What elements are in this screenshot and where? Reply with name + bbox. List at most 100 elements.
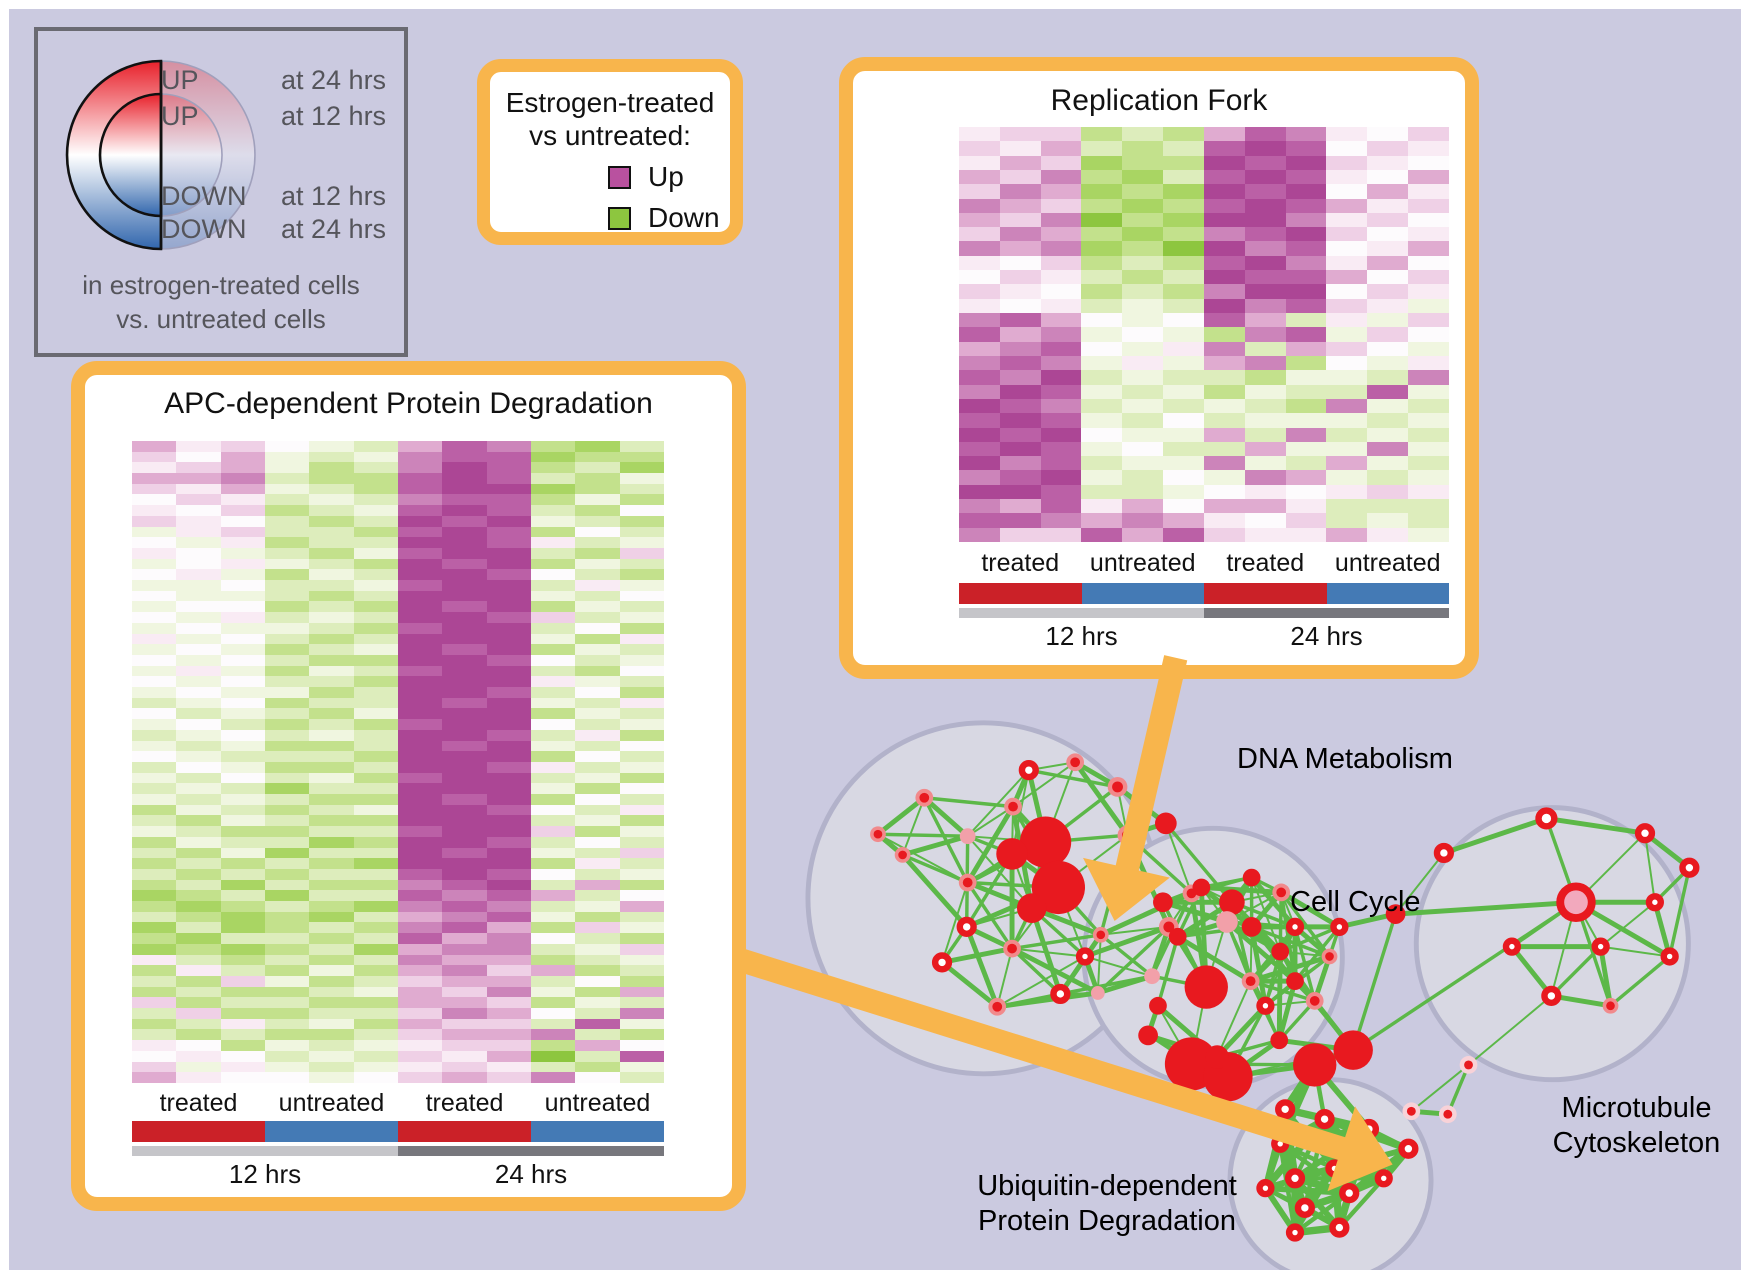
heatmap-cell <box>176 1029 221 1041</box>
heatmap-cell <box>1081 384 1123 399</box>
heatmap-cell <box>309 601 354 613</box>
heatmap-cell <box>353 1029 398 1041</box>
heatmap-cell <box>1244 484 1286 500</box>
heatmap-cell <box>619 986 664 998</box>
heatmap-cell <box>132 815 177 827</box>
heatmap-cell <box>1163 298 1204 314</box>
time-label: 24 hrs <box>1290 621 1363 651</box>
heatmap-cell <box>176 654 221 666</box>
heatmap-cell <box>486 847 531 859</box>
heatmap-cell <box>530 997 576 1009</box>
network-edge <box>1156 936 1180 1007</box>
heatmap-cell <box>1408 427 1449 442</box>
heatmap-cell <box>176 933 221 944</box>
heatmap-cell <box>176 708 221 720</box>
heatmap-cell <box>575 494 620 506</box>
heatmap-cell <box>999 184 1041 199</box>
heatmap-cell <box>575 612 620 623</box>
heatmap-cell <box>575 483 620 495</box>
heatmap-cell <box>442 547 487 559</box>
heatmap-cell <box>530 505 576 516</box>
heatmap-cell <box>442 590 487 602</box>
heatmap-cell <box>309 761 354 773</box>
heatmap-cell <box>486 1018 531 1030</box>
heatmap-cell <box>176 836 221 848</box>
heatmap-cell <box>1244 141 1286 156</box>
heatmap-cell <box>397 933 443 944</box>
heatmap-cell <box>486 494 531 506</box>
heatmap-cell <box>1285 284 1327 299</box>
microtubule-label-line1: Microtubule <box>1561 1092 1712 1124</box>
heatmap-cell <box>1163 499 1204 514</box>
heatmap-cell <box>486 772 531 784</box>
heatmap-cell <box>1367 398 1409 414</box>
heatmap-cell <box>309 954 354 966</box>
heatmap-cell <box>442 558 487 570</box>
heatmap-cell <box>397 986 443 998</box>
heatmap-cell <box>1081 284 1123 299</box>
heatmap-cell <box>1081 327 1123 342</box>
heatmap-cell <box>309 687 354 698</box>
network-edge <box>1096 934 1102 994</box>
heatmap-cell <box>619 804 664 816</box>
heatmap-cell <box>1244 212 1286 228</box>
heatmap-cell <box>530 697 576 709</box>
heatmap-cell <box>309 665 354 677</box>
heatmap-cell <box>442 1008 487 1019</box>
heatmap-cell <box>176 547 221 559</box>
heatmap-cell <box>1040 370 1082 385</box>
heatmap-cell <box>264 719 310 730</box>
network-node-p <box>959 828 976 845</box>
heatmap-cell <box>442 794 487 805</box>
replication-fork-panel: Replication Fork treated untreated treated… <box>839 57 1479 679</box>
network-node-h <box>1003 939 1021 958</box>
heatmap-cell <box>999 513 1041 528</box>
heatmap-cell <box>309 815 354 827</box>
heatmap-cell <box>575 761 620 773</box>
heatmap-cell <box>959 212 1000 228</box>
heatmap-cell <box>1326 169 1368 185</box>
heatmap-cell <box>1081 513 1123 528</box>
network-edge <box>964 926 1000 1008</box>
heatmap-cell <box>1367 241 1409 256</box>
heatmap-cell <box>176 526 221 538</box>
heatmap-cell <box>309 515 354 527</box>
condition-label: untreated <box>278 1089 385 1117</box>
cluster-circle-microtubule-cytoskeleton <box>1413 805 1691 1083</box>
heatmap-cell <box>1367 313 1409 328</box>
heatmap-cell <box>309 483 354 495</box>
heatmap-cell <box>1326 384 1368 399</box>
heatmap-cell <box>575 515 620 527</box>
network-edge <box>1337 1176 1386 1230</box>
heatmap-cell <box>1367 341 1409 356</box>
time-labels: 12 hrs 24 hrs <box>132 1159 664 1190</box>
heatmap-cell <box>575 879 620 891</box>
heatmap-cell <box>959 241 1000 256</box>
network-edge <box>1550 945 1602 998</box>
heatmap-cell <box>619 633 664 645</box>
network-edge <box>1546 816 1646 836</box>
heatmap-cell <box>1244 155 1286 170</box>
heatmap-cell <box>309 708 354 720</box>
heatmap-cell <box>1040 241 1082 256</box>
heatmap-cell <box>1326 427 1368 442</box>
heatmap-cell <box>1163 341 1204 356</box>
heatmap-cell <box>1081 413 1123 428</box>
heatmap-cell <box>264 441 310 452</box>
heatmap-cell <box>264 687 310 698</box>
heatmap-cell <box>176 761 221 773</box>
heatmap-cell <box>1040 313 1082 328</box>
heatmap-cell <box>176 804 221 816</box>
heatmap-cell <box>309 975 354 987</box>
heatmap-cell <box>1285 441 1327 457</box>
heatmap-cell <box>264 911 310 923</box>
heatmap-cell <box>353 890 398 902</box>
heatmap-cell <box>530 815 576 827</box>
heatmap-cell <box>1122 127 1164 142</box>
heatmap-cell <box>176 847 221 859</box>
heatmap-cell <box>486 740 531 752</box>
heatmap-cell <box>220 997 265 1009</box>
heatmap-cell <box>530 676 576 688</box>
heatmap-cell <box>442 441 487 452</box>
heatmap-cell <box>1367 155 1409 170</box>
